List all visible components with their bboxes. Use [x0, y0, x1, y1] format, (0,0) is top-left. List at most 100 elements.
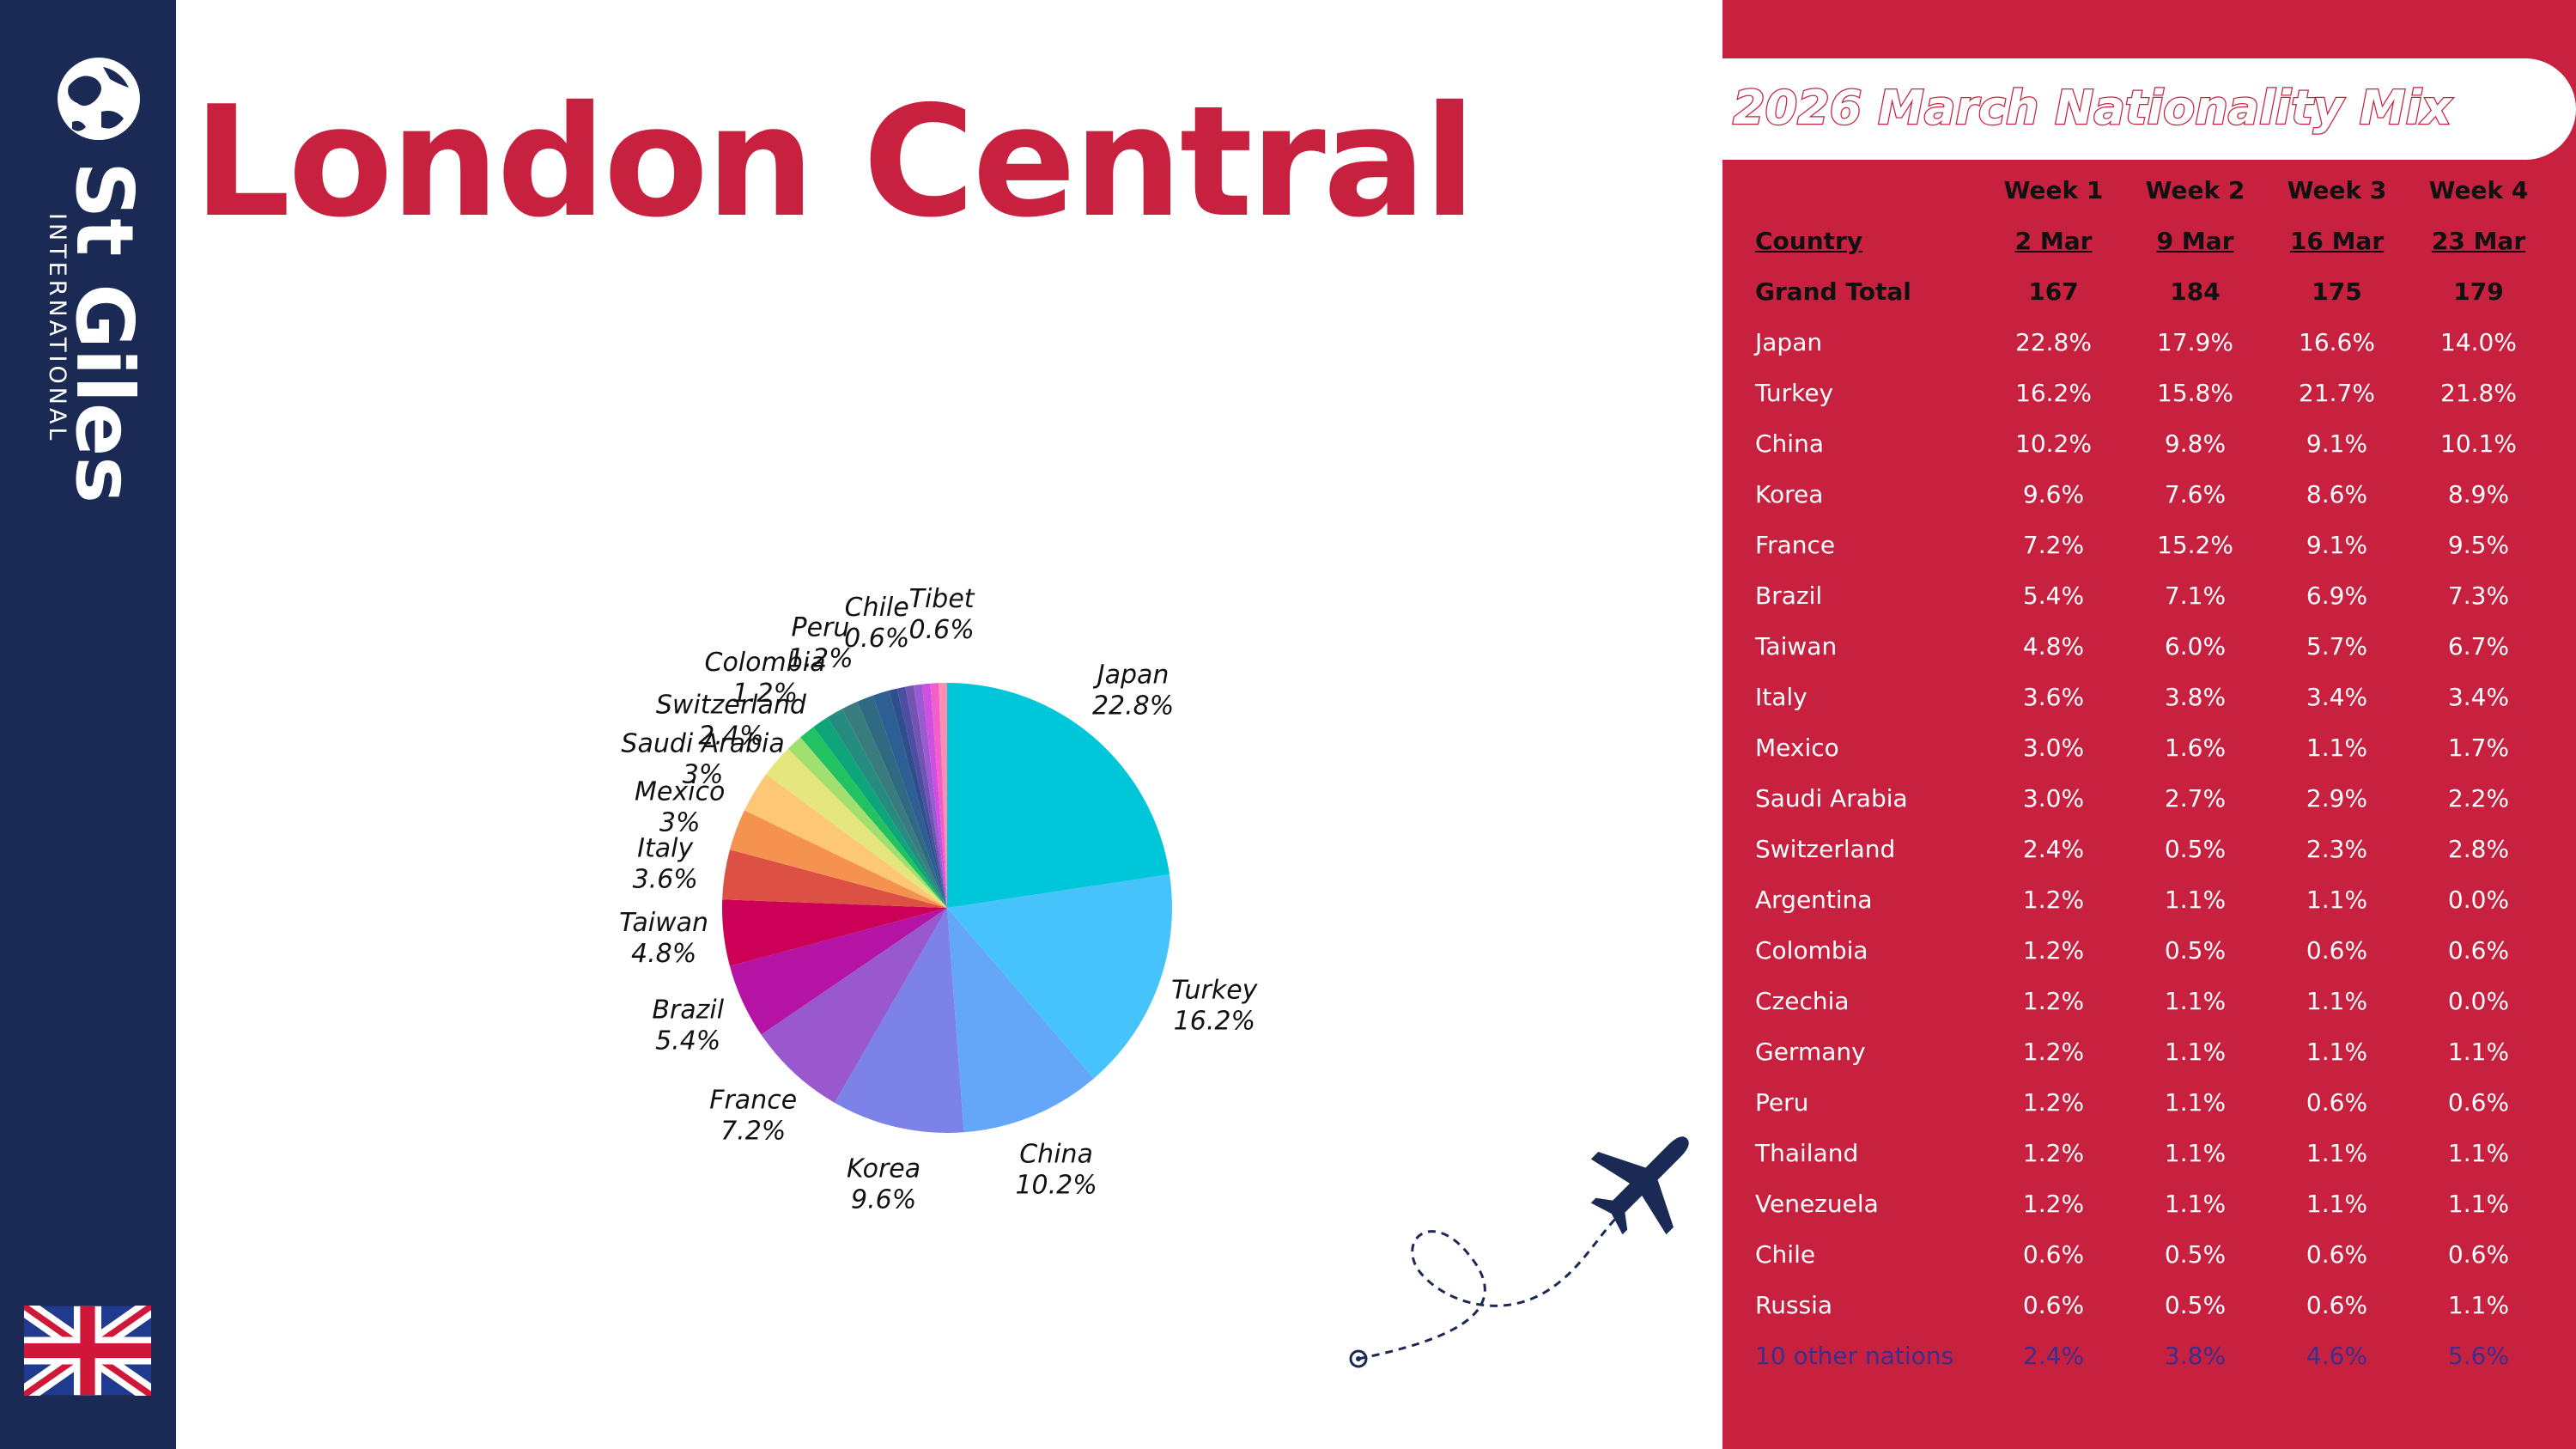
slice-label: Switzerland: [656, 690, 807, 720]
cell-week-3: 6.9%: [2306, 581, 2368, 610]
cell-week-1: 1.2%: [2022, 987, 2085, 1015]
cell-week-3: 175: [2312, 277, 2362, 306]
slice-value-label: 22.8%: [1092, 691, 1174, 721]
cell-week-2: 6.0%: [2164, 632, 2227, 661]
table-row: Japan 22.8% 17.9% 16.6% 14.0%: [1755, 317, 2549, 368]
cell-week-1: 3.0%: [2022, 734, 2085, 762]
cell-week-1: 3.6%: [2022, 683, 2085, 711]
row-label: Argentina: [1755, 886, 1873, 914]
row-label: Taiwan: [1755, 632, 1838, 661]
slice-label: Korea: [847, 1154, 920, 1184]
slice-label: Mexico: [635, 777, 725, 807]
cell-week-1: 3.0%: [2022, 784, 2085, 813]
grand-total-row: Grand Total 167 184 175 179: [1755, 266, 2549, 317]
slice-label: Peru: [792, 613, 850, 643]
cell-week-1: 0.6%: [2022, 1291, 2085, 1319]
slice-label: Italy: [637, 834, 694, 864]
pie-slice: [947, 874, 1172, 1079]
pie-slice: [947, 908, 1094, 1133]
page-title: London Central: [193, 73, 1476, 251]
cell-week-3: 9.1%: [2306, 531, 2368, 559]
table-row: Peru 1.2% 1.1% 0.6% 0.6%: [1755, 1077, 2549, 1128]
slice-label: China: [1019, 1140, 1093, 1170]
cell-week-2: 1.1%: [2164, 1088, 2227, 1117]
row-label: Chile: [1755, 1240, 1816, 1269]
slice-label: Brazil: [652, 995, 724, 1025]
airplane-icon: [1590, 1136, 1689, 1235]
cell-week-2: 15.2%: [2157, 531, 2233, 559]
cell-week-2: 1.1%: [2164, 1038, 2227, 1066]
cell-week-2: 17.9%: [2157, 328, 2233, 356]
cell-week-1: 9.6%: [2022, 480, 2085, 508]
cell-week-4: 1.1%: [2447, 1190, 2510, 1218]
row-label: Grand Total: [1755, 277, 1911, 306]
row-label: Brazil: [1755, 581, 1823, 610]
cell-week-3: 3.4%: [2306, 683, 2368, 711]
cell-week-1: 1.2%: [2022, 1088, 2085, 1117]
slice-label: Japan: [1093, 660, 1170, 690]
cell-week-4: 21.8%: [2440, 379, 2517, 407]
table-row: Turkey 16.2% 15.8% 21.7% 21.8%: [1755, 368, 2549, 418]
table-row: Mexico 3.0% 1.6% 1.1% 1.7%: [1755, 722, 2549, 773]
cell-week-4: 9.5%: [2447, 531, 2510, 559]
pie-slice: [947, 683, 1170, 908]
cell-week-4: 7.3%: [2447, 581, 2510, 610]
week-header-row: Week 1 Week 2 Week 3 Week 4: [1755, 165, 2549, 216]
st-giles-logo: St Giles INTERNATIONAL: [44, 58, 150, 503]
cell-week-4: 1.1%: [2447, 1291, 2510, 1319]
slice-label: Chile: [845, 593, 909, 623]
cell-week-4: 14.0%: [2440, 328, 2517, 356]
other-nations-row: 10 other nations 2.4% 3.8% 4.6% 5.6%: [1755, 1330, 2549, 1381]
cell-week-4: Week 4: [2428, 176, 2529, 204]
pie-slice: [729, 908, 947, 1035]
pie-slice: [800, 727, 947, 908]
table-row: Colombia 1.2% 0.5% 0.6% 0.6%: [1755, 925, 2549, 976]
row-label: Country: [1755, 227, 1863, 255]
slice-value-label: 10.2%: [1015, 1171, 1097, 1201]
table-row: Argentina 1.2% 1.1% 1.1% 0.0%: [1755, 874, 2549, 925]
cell-week-2: 0.5%: [2164, 835, 2227, 863]
slice-label: Colombia: [705, 648, 826, 678]
cell-week-2: 3.8%: [2164, 1342, 2227, 1370]
cell-week-3: 5.7%: [2306, 632, 2368, 661]
cell-week-4: 8.9%: [2447, 480, 2510, 508]
row-label: Germany: [1755, 1038, 1866, 1066]
slice-value-label: 4.8%: [631, 939, 696, 969]
pie-slice: [721, 899, 947, 966]
cell-week-3: 1.1%: [2306, 734, 2368, 762]
cell-week-2: 184: [2170, 277, 2221, 306]
pie-slice: [722, 849, 947, 908]
pie-slice: [766, 748, 947, 908]
row-label: Venezuela: [1755, 1190, 1879, 1218]
slice-value-label: 5.4%: [655, 1026, 720, 1056]
row-label: Russia: [1755, 1291, 1833, 1319]
cell-week-2: 9 Mar: [2156, 227, 2234, 255]
cell-week-4: 0.0%: [2447, 987, 2510, 1015]
cell-week-1: 4.8%: [2022, 632, 2085, 661]
cell-week-4: 6.7%: [2447, 632, 2510, 661]
sidebar: St Giles INTERNATIONAL: [0, 0, 176, 1449]
cell-week-3: 1.1%: [2306, 987, 2368, 1015]
slice-label: France: [709, 1085, 797, 1115]
table-row: Brazil 5.4% 7.1% 6.9% 7.3%: [1755, 570, 2549, 621]
pie-slice: [939, 683, 947, 908]
cell-week-1: 22.8%: [2015, 328, 2092, 356]
cell-week-2: 1.1%: [2164, 1139, 2227, 1167]
cell-week-3: 1.1%: [2306, 1139, 2368, 1167]
cell-week-4: 1.1%: [2447, 1139, 2510, 1167]
brand-name: St Giles: [58, 161, 150, 503]
pie-slice: [729, 810, 947, 908]
cell-week-3: 0.6%: [2306, 1291, 2368, 1319]
cell-week-2: 9.8%: [2164, 429, 2227, 458]
cell-week-1: 5.4%: [2022, 581, 2085, 610]
plane-illustration: [1349, 1136, 1689, 1368]
cell-week-1: 1.2%: [2022, 1038, 2085, 1066]
slice-value-label: 7.2%: [720, 1116, 786, 1146]
uk-flag-icon: [24, 1306, 151, 1396]
pie-slice: [905, 685, 947, 908]
table-row: Thailand 1.2% 1.1% 1.1% 1.1%: [1755, 1128, 2549, 1178]
cell-week-3: 16.6%: [2299, 328, 2375, 356]
pie-slice: [857, 695, 947, 908]
